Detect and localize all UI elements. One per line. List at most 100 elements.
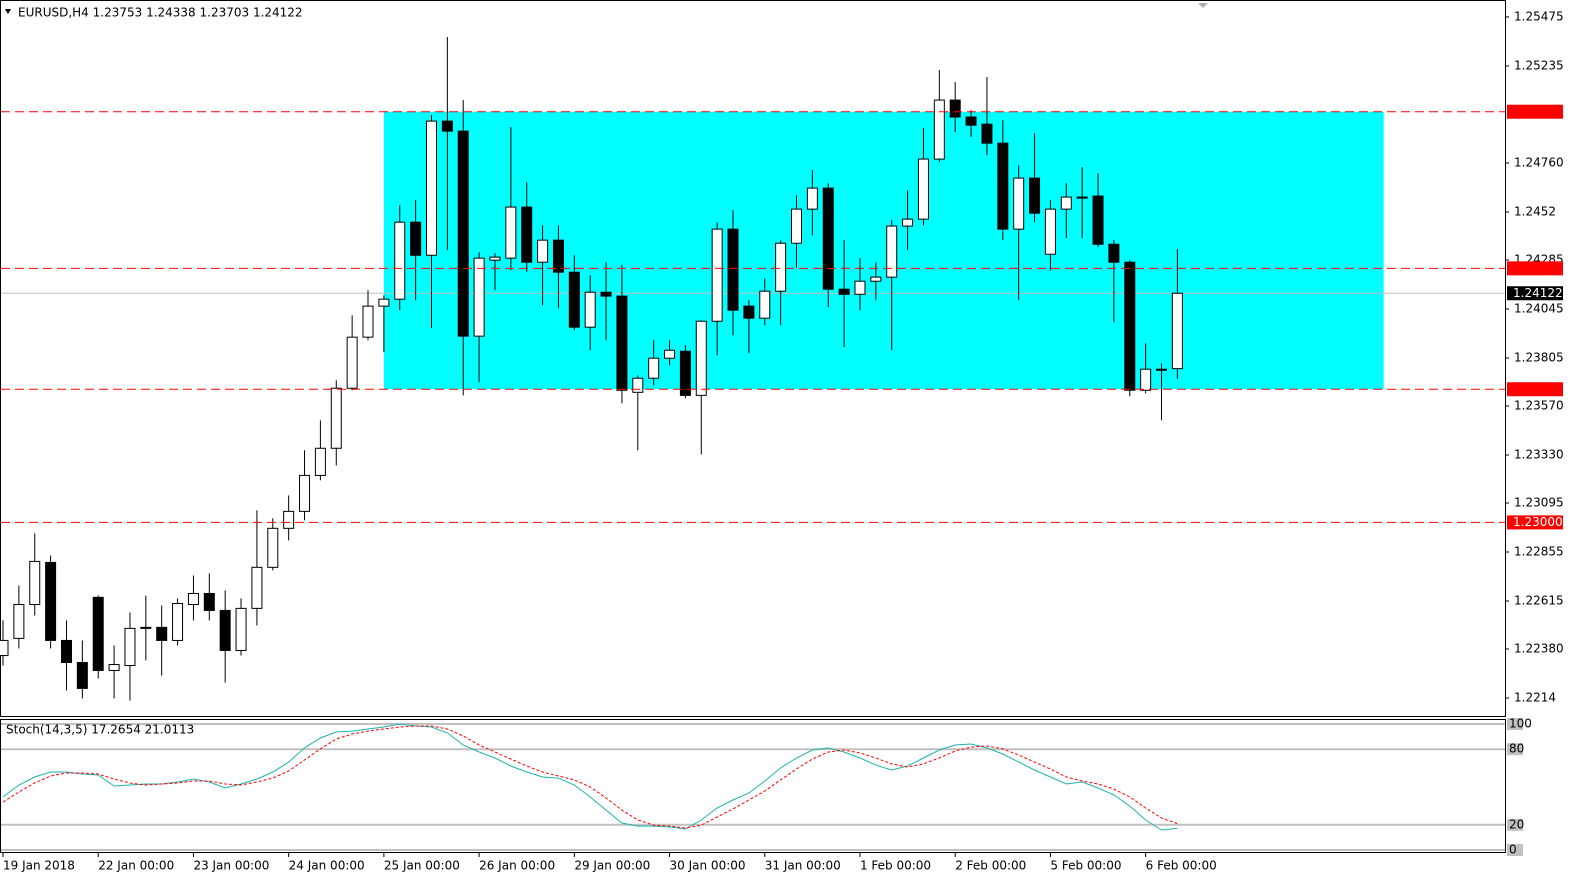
- candle-body: [632, 377, 644, 393]
- candle-body: [299, 474, 311, 512]
- candle-body: [489, 256, 501, 261]
- level-label-box: [1507, 718, 1523, 730]
- candle-body: [505, 206, 517, 259]
- level-label-box: [1507, 104, 1563, 119]
- candle-body: [711, 228, 723, 322]
- y-tick-label: 1.24760: [1514, 155, 1564, 169]
- candle-body: [933, 99, 945, 160]
- level-label-box: [1507, 844, 1523, 856]
- candle-body: [648, 357, 660, 379]
- y-tick-label: 1.25475: [1514, 9, 1564, 23]
- candle-body: [759, 290, 771, 319]
- x-tick-label: 5 Feb 00:00: [1050, 859, 1121, 873]
- candle-body: [124, 627, 136, 667]
- candle-body: [1044, 208, 1056, 255]
- menu-triangle[interactable]: [5, 9, 11, 14]
- y-tick-label: 1.22380: [1514, 642, 1564, 656]
- x-tick-label: 25 Jan 00:00: [384, 859, 460, 873]
- y-tick-label: 1.2452: [1514, 204, 1556, 218]
- candle-body: [45, 561, 57, 641]
- y-tick-label: 0: [1509, 843, 1517, 857]
- candle-body: [775, 242, 787, 292]
- y-tick-label: 1.25235: [1514, 58, 1564, 72]
- candle-body: [695, 320, 707, 396]
- candle-body: [1076, 196, 1088, 199]
- candle-body: [29, 560, 41, 605]
- candle-body: [108, 664, 120, 671]
- y-tick-label: 20: [1509, 817, 1524, 831]
- candle-body: [791, 208, 802, 244]
- y-tick-label: 1.23330: [1514, 448, 1564, 462]
- candle-body: [822, 187, 834, 290]
- candle-body: [283, 510, 295, 529]
- candle-body: [394, 221, 406, 300]
- candle-body: [568, 271, 580, 328]
- candle-body: [838, 288, 850, 295]
- stoch-pane: [0, 719, 1506, 853]
- plot-layer: 1.254751.252351.247601.24521.242851.2404…: [0, 9, 1564, 873]
- candle-body: [410, 221, 422, 256]
- shift-marker: [1198, 3, 1208, 8]
- current-price-label: 1.24122: [1513, 286, 1563, 300]
- x-tick-label: 23 Jan 00:00: [193, 859, 269, 873]
- candle-body: [1171, 292, 1183, 370]
- y-tick-label: 1.22615: [1514, 594, 1564, 608]
- candle-body: [1156, 368, 1168, 371]
- candle-body: [743, 305, 755, 319]
- candle-body: [902, 218, 914, 227]
- x-tick-label: 22 Jan 00:00: [98, 859, 174, 873]
- candle-body: [1060, 196, 1072, 210]
- candle-body: [235, 607, 247, 651]
- candle-body: [981, 123, 993, 144]
- candle-body: [616, 295, 628, 391]
- level-label-box: [1507, 743, 1523, 756]
- candle-body: [267, 527, 279, 568]
- candle-body: [156, 626, 168, 641]
- candle-body: [965, 116, 977, 126]
- candle-body: [537, 239, 549, 263]
- candle-body: [425, 120, 437, 256]
- candle-body: [187, 592, 199, 605]
- candle-body: [521, 206, 533, 263]
- level-label: 1.23000: [1513, 515, 1563, 529]
- candle-body: [172, 602, 184, 641]
- x-tick-label: 30 Jan 00:00: [670, 859, 746, 873]
- x-tick-label: 31 Jan 00:00: [765, 859, 841, 873]
- y-tick-label: 1.23095: [1514, 495, 1564, 509]
- x-tick-label: 1 Feb 00:00: [860, 859, 931, 873]
- candle-body: [13, 603, 25, 639]
- candle-body: [140, 626, 152, 629]
- candle-body: [314, 447, 326, 476]
- candle-body: [679, 350, 691, 396]
- y-tick-label: 1.24045: [1514, 301, 1564, 315]
- y-tick-label: 80: [1509, 742, 1524, 756]
- x-tick-label: 29 Jan 00:00: [574, 859, 650, 873]
- y-tick-label: 1.2214: [1514, 691, 1556, 705]
- candle-body: [0, 639, 9, 657]
- candle-body: [806, 187, 818, 210]
- level-label-box: [1507, 382, 1563, 397]
- candle-body: [457, 130, 469, 337]
- x-tick-label: 2 Feb 00:00: [955, 859, 1026, 873]
- stoch-title: Stoch(14,3,5) 17.2654 21.0113: [6, 723, 194, 737]
- candle-body: [330, 387, 342, 449]
- candle-body: [997, 142, 1009, 230]
- candle-body: [584, 291, 596, 328]
- candle-body: [949, 99, 961, 118]
- symbol-title: EURUSD,H4 1.23753 1.24338 1.23703 1.2412…: [18, 6, 303, 20]
- candle-body: [219, 609, 231, 651]
- candle-body: [1029, 177, 1041, 214]
- x-tick-label: 19 Jan 2018: [3, 859, 75, 873]
- y-tick-label: 1.23805: [1514, 351, 1564, 365]
- candle-body: [1092, 195, 1104, 245]
- current-price-box: [1507, 286, 1563, 301]
- candle-body: [76, 661, 88, 689]
- candle-body: [600, 291, 612, 297]
- candle-body: [886, 225, 898, 278]
- candle-body: [727, 228, 739, 311]
- candle-body: [203, 592, 215, 611]
- candle-body: [378, 298, 390, 307]
- x-tick-label: 26 Jan 00:00: [479, 859, 555, 873]
- x-tick-label: 6 Feb 00:00: [1146, 859, 1217, 873]
- candle-body: [1140, 368, 1152, 391]
